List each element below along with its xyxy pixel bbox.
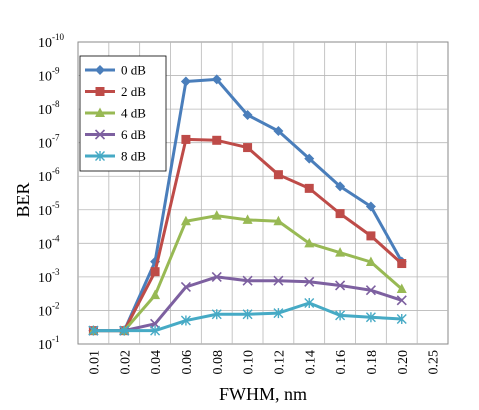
x-tick-label: 0.18 — [365, 350, 380, 375]
y-tick-label: 10-4 — [38, 233, 60, 252]
legend-marker — [94, 129, 106, 140]
data-point — [335, 181, 346, 192]
y-axis-title: BER — [13, 182, 33, 217]
legend-marker — [95, 87, 105, 96]
data-point — [335, 280, 346, 291]
data-point — [242, 275, 253, 286]
data-point — [180, 215, 191, 226]
data-point — [180, 315, 191, 326]
x-tick-label: 0.12 — [272, 350, 287, 375]
legend-marker — [95, 151, 105, 161]
x-tick-label: 0.10 — [242, 350, 257, 375]
y-tick-label: 10-1 — [38, 334, 60, 353]
legend-label: 0 dB — [121, 63, 146, 78]
x-axis-ticks: 0.01 0.02 0.04 0.06 0.08 0.10 0.12 0.14 0.16 0.18… — [87, 350, 441, 375]
data-point — [150, 325, 161, 336]
data-point — [88, 325, 99, 336]
y-tick-label: 10-8 — [38, 99, 60, 118]
data-point — [366, 231, 376, 241]
data-point — [211, 74, 222, 85]
data-point — [365, 312, 376, 323]
x-axis-title: FWHM, nm — [219, 384, 307, 404]
data-point — [273, 126, 284, 137]
data-point — [211, 309, 222, 320]
data-point — [304, 237, 315, 248]
x-tick-label: 0.20 — [396, 350, 411, 375]
data-point — [273, 170, 283, 180]
data-point — [180, 76, 191, 87]
data-point — [243, 143, 253, 153]
x-tick-label: 0.16 — [334, 350, 349, 375]
data-point — [335, 209, 345, 219]
y-tick-label: 10-9 — [38, 66, 60, 85]
data-point — [396, 295, 407, 306]
data-point — [335, 310, 346, 321]
data-point — [242, 309, 253, 320]
data-point — [365, 256, 376, 267]
x-tick-label: 0.01 — [87, 350, 102, 375]
y-tick-label: 10-2 — [38, 300, 60, 319]
x-tick-label: 0.25 — [427, 350, 442, 375]
series-group — [88, 74, 407, 336]
data-point — [242, 110, 253, 121]
y-tick-label: 10-5 — [38, 200, 60, 219]
y-tick-label: 10-10 — [38, 32, 64, 51]
data-point — [211, 210, 222, 220]
data-point — [273, 275, 284, 286]
legend-label: 4 dB — [121, 106, 146, 121]
data-point — [304, 298, 315, 308]
data-point — [397, 259, 407, 269]
data-point — [365, 285, 376, 296]
legend: 0 dB 2 dB 4 dB 6 dB 8 dB — [79, 55, 167, 172]
y-tick-label: 10-6 — [38, 166, 60, 185]
data-point — [211, 271, 222, 282]
data-point — [119, 325, 130, 336]
data-point — [212, 135, 222, 145]
x-tick-label: 0.06 — [180, 350, 195, 375]
y-tick-label: 10-7 — [38, 133, 60, 152]
data-point — [396, 314, 407, 325]
legend-label: 6 dB — [121, 127, 146, 142]
data-point — [396, 283, 407, 294]
data-point — [150, 289, 161, 300]
x-tick-label: 0.14 — [303, 350, 318, 375]
data-point — [365, 201, 376, 212]
legend-label: 2 dB — [121, 84, 146, 99]
data-point — [304, 276, 315, 287]
legend-marker — [95, 107, 105, 117]
x-tick-label: 0.04 — [149, 350, 164, 375]
data-point — [304, 153, 315, 164]
y-tick-label: 10-3 — [38, 267, 60, 286]
data-point — [273, 215, 284, 226]
data-point — [180, 281, 191, 293]
data-point — [304, 183, 314, 193]
legend-label: 8 dB — [121, 149, 146, 164]
data-point — [242, 214, 253, 224]
x-tick-label: 0.08 — [211, 350, 226, 375]
x-tick-label: 0.02 — [118, 350, 133, 375]
data-point — [181, 134, 191, 144]
y-axis-ticks: 10-10 10-9 10-8 10-7 10-6 10-5 10-4 10-3 10-2 10-… — [38, 32, 64, 353]
data-point — [150, 267, 160, 277]
legend-marker — [95, 65, 105, 75]
data-point — [273, 308, 284, 319]
data-point — [335, 247, 346, 257]
